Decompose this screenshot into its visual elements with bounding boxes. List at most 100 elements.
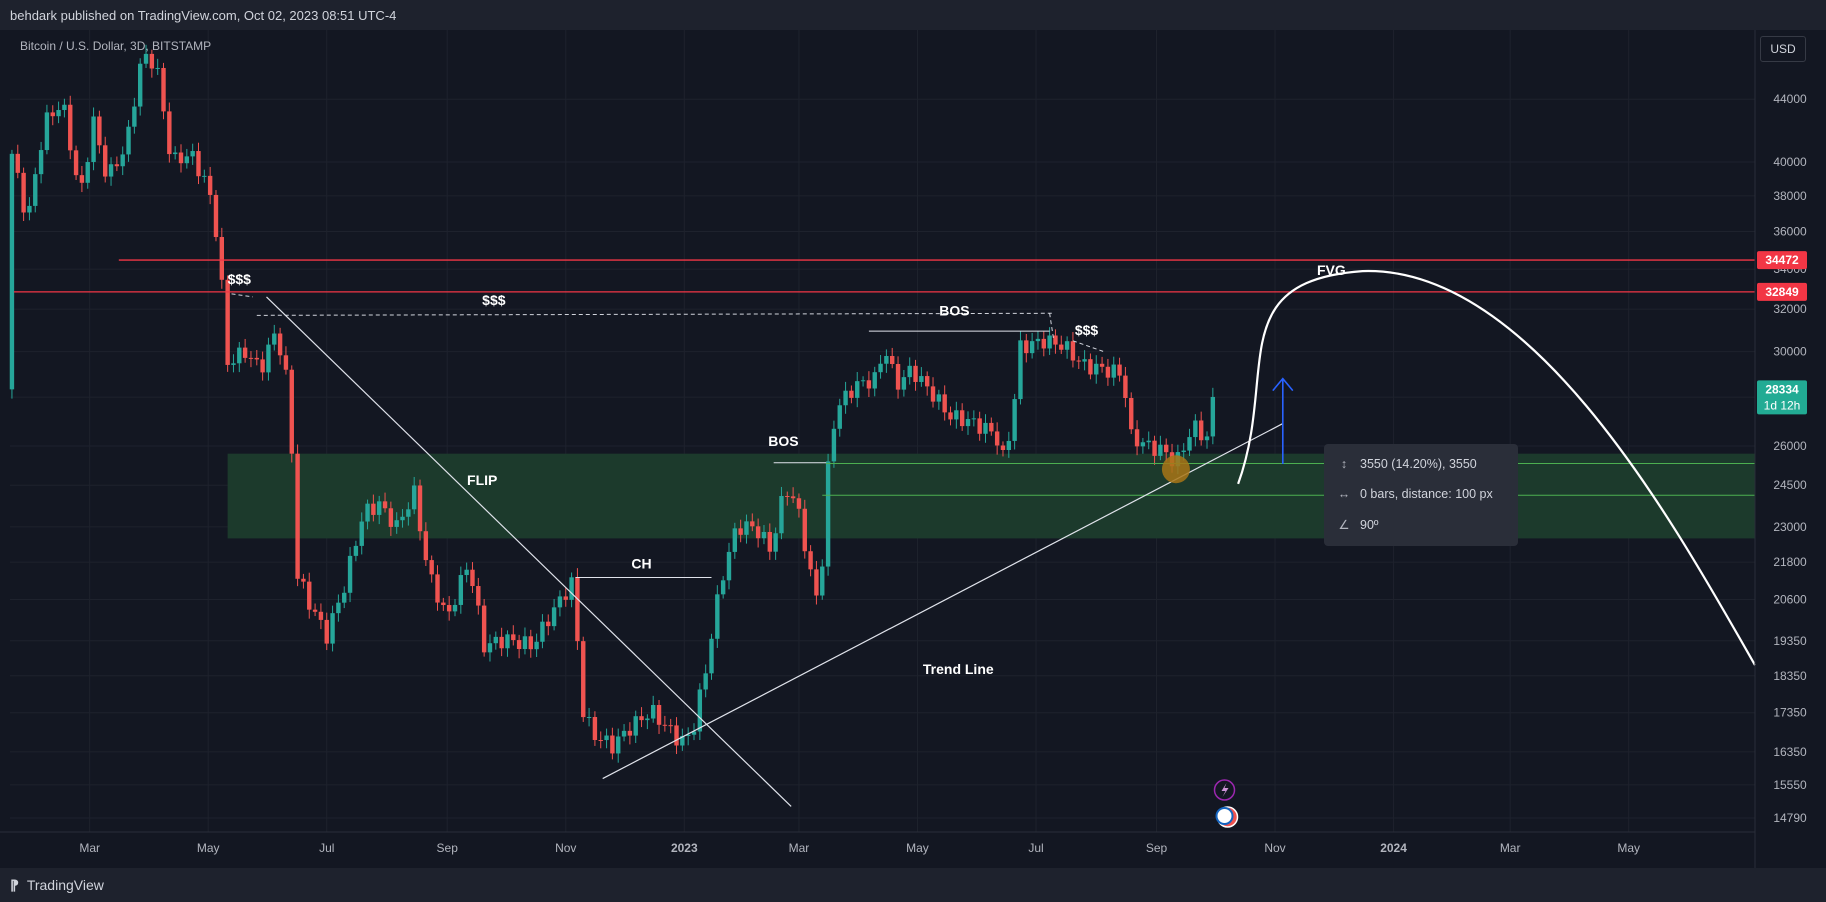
candle-body — [27, 205, 32, 213]
candle-body — [1018, 340, 1023, 400]
candle-body — [21, 172, 26, 213]
publish-info: behdark published on TradingView.com, Oc… — [10, 8, 397, 23]
candle-body — [592, 716, 598, 741]
candle-body — [563, 596, 568, 600]
candle-body — [866, 380, 872, 389]
candle-body — [761, 531, 767, 539]
candle-body — [365, 503, 370, 522]
price-tick-label: 44000 — [1773, 92, 1807, 106]
candle-body — [1041, 338, 1046, 349]
candle-body — [388, 508, 394, 527]
candle-body — [685, 734, 691, 737]
candle-body — [971, 418, 977, 420]
price-tick-label: 14790 — [1773, 811, 1807, 825]
candle-body — [919, 376, 924, 382]
candle-body — [668, 725, 673, 727]
annotation-label: FLIP — [467, 472, 497, 488]
candle-body — [1117, 364, 1122, 376]
candle-body — [289, 369, 294, 454]
candle-body — [172, 152, 178, 155]
annotation-label: CH — [631, 555, 651, 571]
candle-body — [108, 164, 114, 177]
candle-body — [213, 194, 219, 238]
candle-body — [254, 357, 259, 360]
candle-body — [15, 153, 20, 173]
candle-body — [767, 531, 772, 552]
candle-body — [651, 705, 656, 719]
candle-body — [621, 730, 627, 737]
chart-title: Bitcoin / U.S. Dollar, 3D, BITSTAMP — [20, 39, 211, 53]
candle-body — [342, 592, 347, 603]
candle-body — [446, 605, 452, 612]
candle-body — [732, 528, 738, 552]
candle-body — [779, 495, 784, 534]
annotation-label: $$$ — [1075, 322, 1099, 338]
price-tick-label: 32000 — [1773, 302, 1807, 316]
candle-body — [184, 156, 190, 164]
candle-body — [295, 453, 300, 579]
liquidity-dashed-line — [256, 312, 1054, 316]
candle-body — [1181, 450, 1186, 453]
candle-body — [872, 372, 877, 389]
candle-body — [307, 581, 312, 610]
candle-body — [528, 636, 533, 650]
candle-body — [534, 641, 539, 650]
candle-body — [831, 428, 837, 462]
candle-body — [470, 569, 475, 587]
candle-body — [190, 151, 195, 157]
candle-body — [441, 602, 446, 606]
candle-body — [674, 725, 679, 746]
candle-body — [371, 503, 376, 515]
candle-body — [56, 110, 61, 117]
liquidity-dashed-line — [1049, 313, 1054, 339]
level-price-badge-label: 34472 — [1765, 253, 1799, 267]
time-tick-label: Mar — [1500, 841, 1521, 855]
time-tick-label: 2024 — [1380, 841, 1407, 855]
price-tick-label: 15550 — [1773, 778, 1807, 792]
candle-body — [377, 501, 382, 515]
candle-body — [493, 636, 499, 644]
candle-body — [697, 689, 703, 732]
currency-button[interactable]: USD — [1760, 36, 1806, 62]
candle-body — [924, 376, 930, 387]
highlight-marker — [1161, 455, 1190, 484]
candle-body — [1024, 340, 1029, 354]
candle-body — [575, 577, 580, 642]
candles — [9, 44, 1216, 763]
candle-body — [750, 521, 755, 527]
annotation-label: BOS — [939, 302, 969, 318]
candle-body — [814, 569, 819, 596]
candle-body — [219, 237, 225, 280]
measure-tooltip: ↕ 3550 (14.20%), 3550 ↔ 0 bars, distance: … — [1324, 444, 1518, 546]
bar-countdown-label: 1d 12h — [1764, 398, 1801, 412]
candle-body — [44, 112, 50, 151]
candle-body — [400, 516, 405, 521]
time-tick-label: May — [1617, 841, 1640, 855]
candle-body — [890, 356, 895, 364]
candle-body — [1059, 344, 1064, 350]
annotation-label: $$$ — [228, 271, 252, 287]
candle-body — [411, 485, 417, 510]
candle-body — [406, 509, 411, 517]
price-tick-label: 16350 — [1773, 745, 1807, 759]
candle-body — [907, 365, 912, 378]
candle-body — [155, 67, 160, 69]
price-tick-label: 36000 — [1773, 224, 1807, 238]
candle-body — [505, 634, 510, 649]
candle-body — [773, 533, 778, 552]
candle-body — [1099, 363, 1105, 367]
candle-body — [843, 390, 848, 406]
candle-body — [913, 365, 918, 382]
candle-body — [499, 636, 504, 649]
candle-body — [680, 736, 685, 746]
candle-body — [586, 716, 592, 718]
candle-body — [137, 63, 143, 107]
footer: ⁋ TradingView — [0, 868, 1826, 902]
bars-range-icon: ↔ — [1337, 487, 1351, 501]
time-tick-label: Mar — [79, 841, 100, 855]
price-chart[interactable]: $$$ $$$ FVG BOS $$$ BOS FLIP CH Trend Line 44000… — [0, 30, 1826, 868]
candle-body — [895, 363, 901, 390]
candle-body — [540, 621, 545, 642]
publish-header: behdark published on TradingView.com, Oc… — [0, 0, 1826, 30]
candle-body — [283, 355, 289, 370]
